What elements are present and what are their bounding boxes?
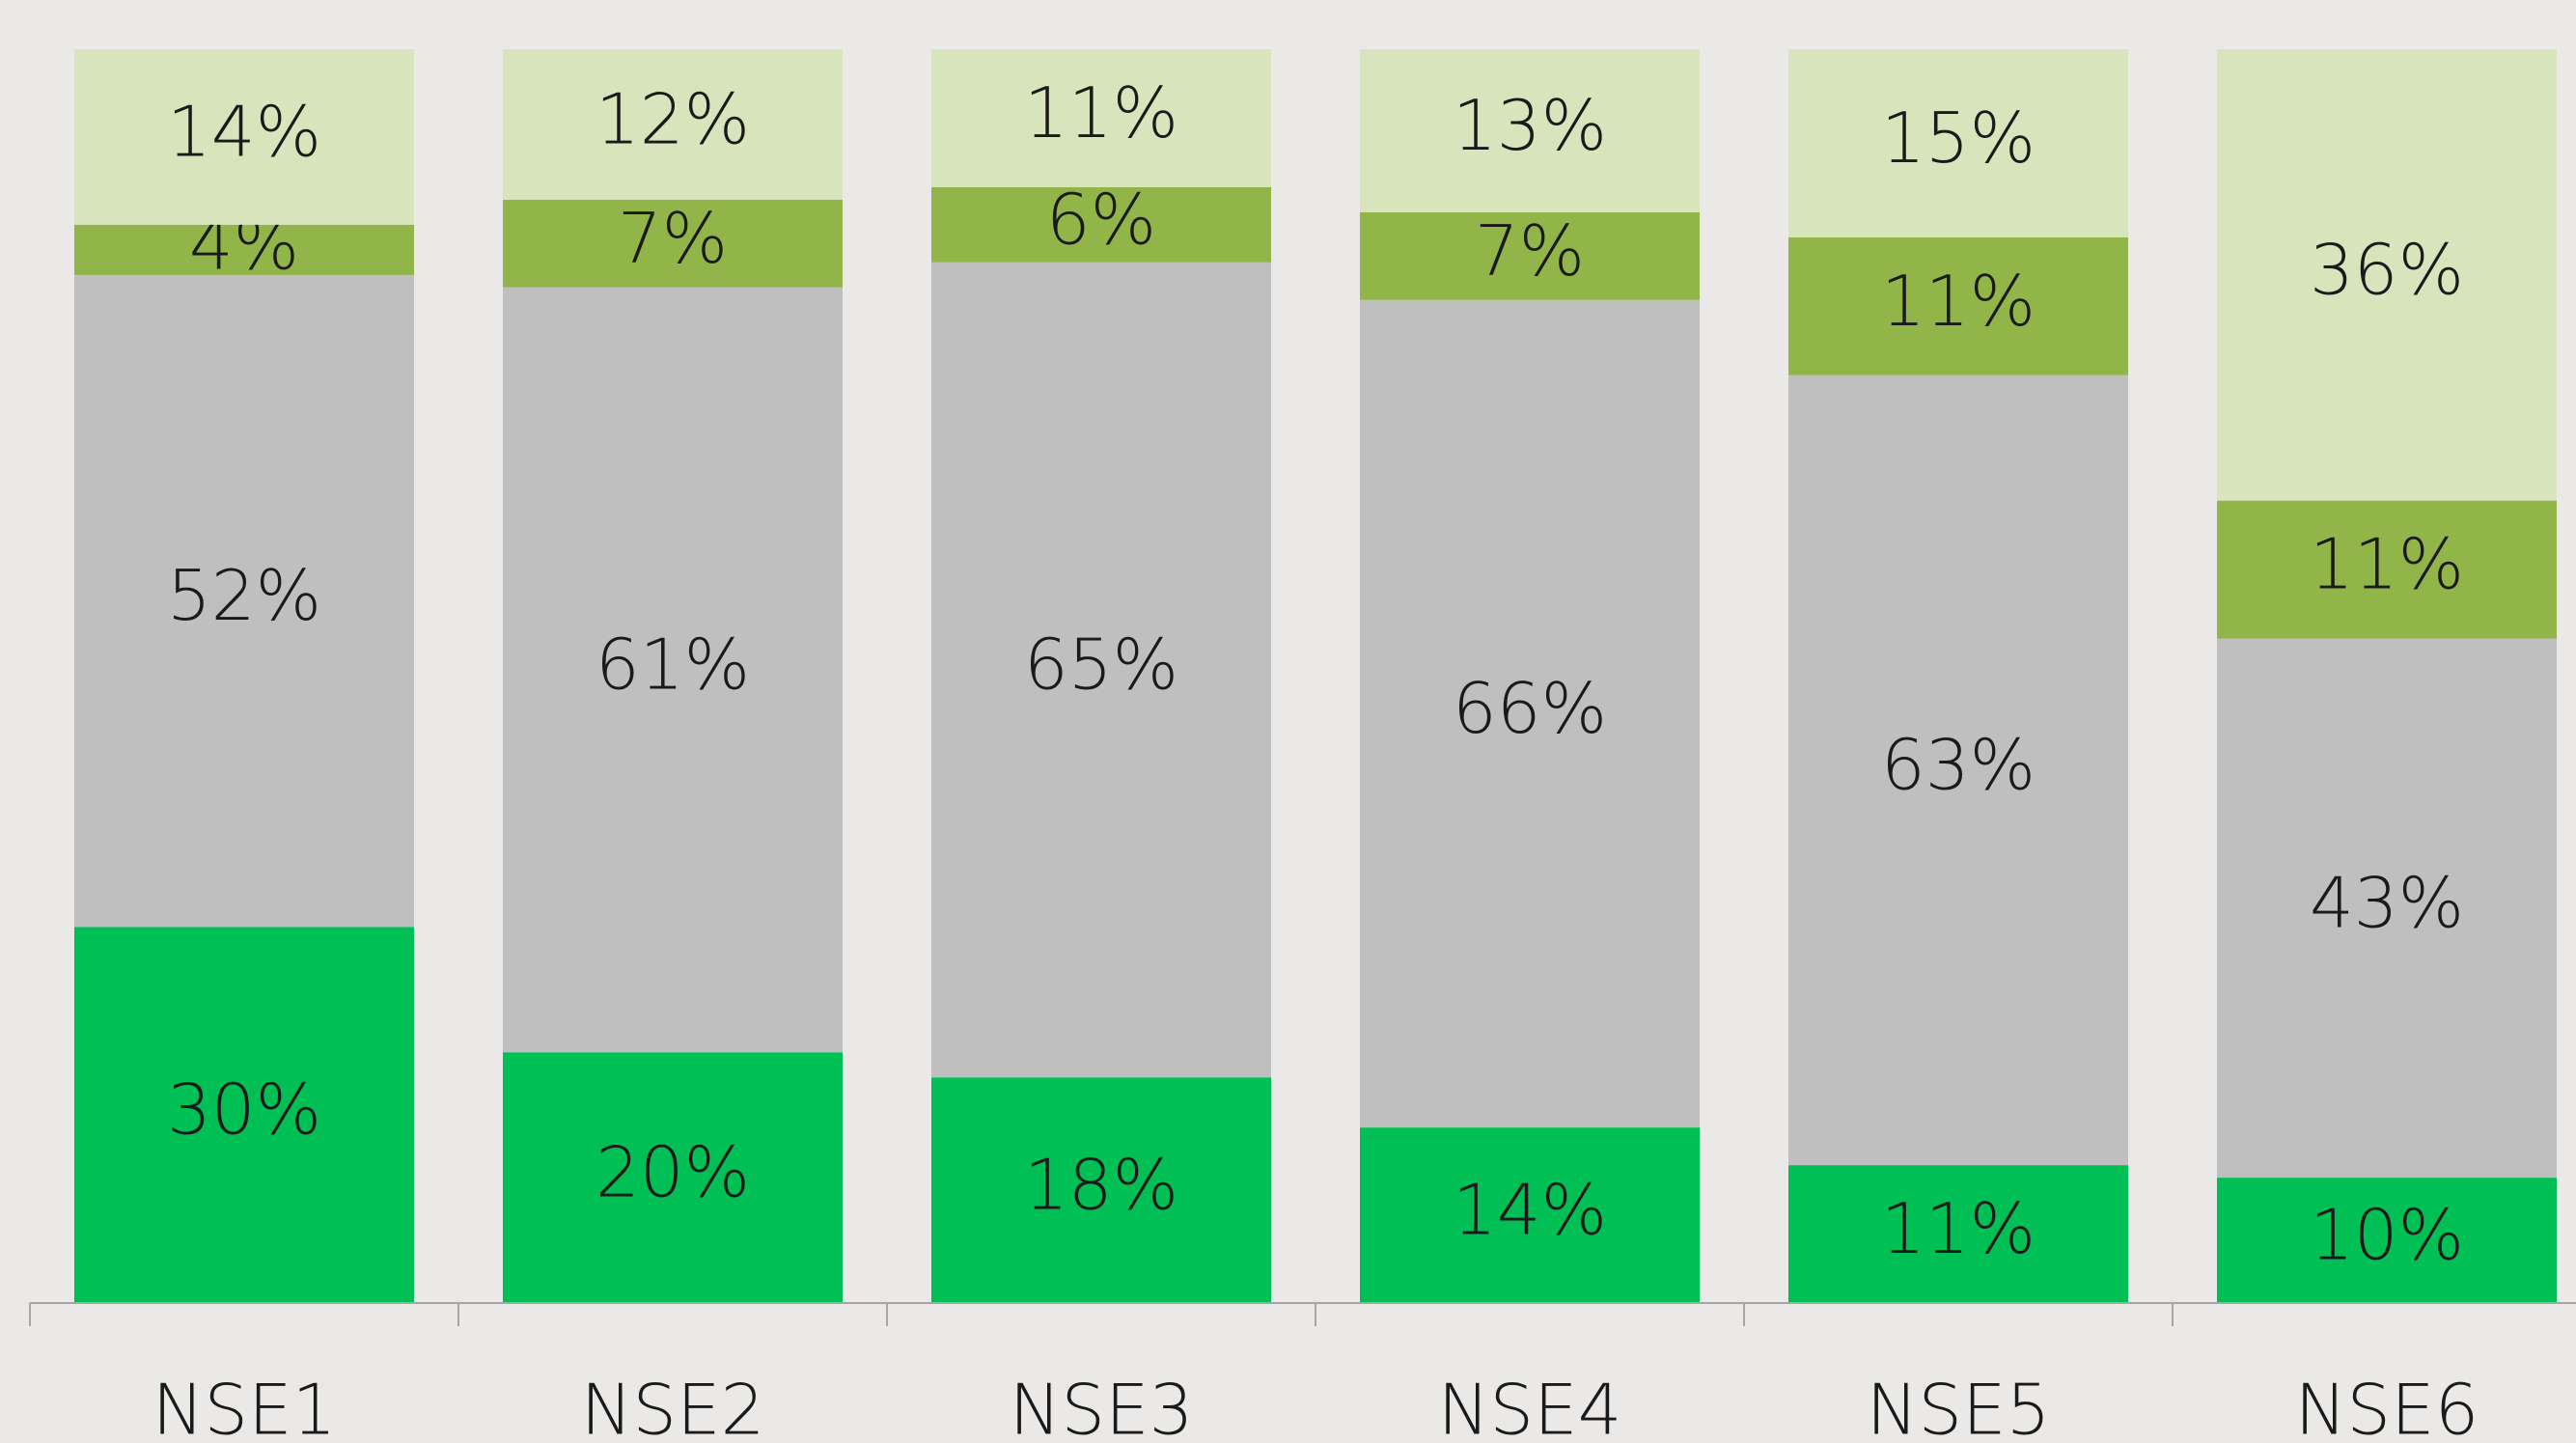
bar-segment: [503, 1052, 843, 1303]
bar-segment: [2217, 1178, 2557, 1303]
bar-segment: [503, 287, 843, 1053]
bar-segment: [1360, 1127, 1700, 1303]
data-label: 20%: [596, 1132, 750, 1213]
bar-segment: [2217, 49, 2557, 501]
data-label: 7%: [1475, 210, 1585, 291]
data-label: 12%: [596, 78, 750, 159]
x-tick-label: NSE5: [1867, 1370, 2051, 1443]
bar-segment: [2217, 500, 2557, 639]
data-label: 14%: [1453, 1170, 1607, 1251]
bar-segment: [1788, 1165, 2128, 1303]
bar-segment: [931, 1077, 1271, 1303]
data-label: 11%: [1881, 261, 2036, 342]
x-tick-label: NSE1: [152, 1370, 337, 1443]
bar-segment: [1788, 49, 2128, 237]
bar-segment: [503, 199, 843, 288]
data-label: 11%: [2310, 524, 2464, 605]
bar-segment: [503, 49, 843, 200]
x-tick-label: NSE2: [581, 1370, 765, 1443]
data-label: 11%: [1024, 72, 1178, 153]
bar-segment: [1360, 49, 1700, 212]
data-label: 65%: [1024, 624, 1178, 706]
bar-segment: [74, 927, 414, 1303]
data-label: 18%: [1024, 1145, 1178, 1226]
bar-segment: [1360, 211, 1700, 300]
data-label: 11%: [1881, 1188, 2036, 1269]
bar-segment: [1788, 375, 2128, 1166]
bar-segment: [74, 49, 414, 225]
data-label: 14%: [167, 91, 321, 172]
x-tick-label: NSE3: [1010, 1370, 1194, 1443]
data-label: 61%: [596, 624, 750, 706]
data-label: 10%: [2310, 1195, 2464, 1276]
data-label: 43%: [2310, 862, 2464, 943]
data-label: 63%: [1881, 724, 2036, 805]
data-label: 36%: [2310, 229, 2464, 310]
bar-segment: [931, 186, 1271, 263]
x-tick-label: NSE6: [2295, 1370, 2479, 1443]
bar-segment: [74, 224, 414, 275]
data-label: 52%: [167, 555, 321, 636]
data-label: 13%: [1453, 85, 1607, 166]
data-label: 6%: [1046, 179, 1156, 260]
data-label: 15%: [1881, 97, 2036, 179]
bar-segment: [1788, 236, 2128, 375]
bar-segment: [931, 49, 1271, 187]
data-label: 66%: [1453, 668, 1607, 749]
x-tick-label: NSE4: [1438, 1370, 1622, 1443]
bar-segment: [1360, 299, 1700, 1128]
data-label: 30%: [167, 1069, 321, 1151]
bar-segment: [74, 274, 414, 928]
bar-segment: [931, 262, 1271, 1078]
data-label: 7%: [618, 198, 728, 279]
bar-segment: [2217, 638, 2557, 1179]
